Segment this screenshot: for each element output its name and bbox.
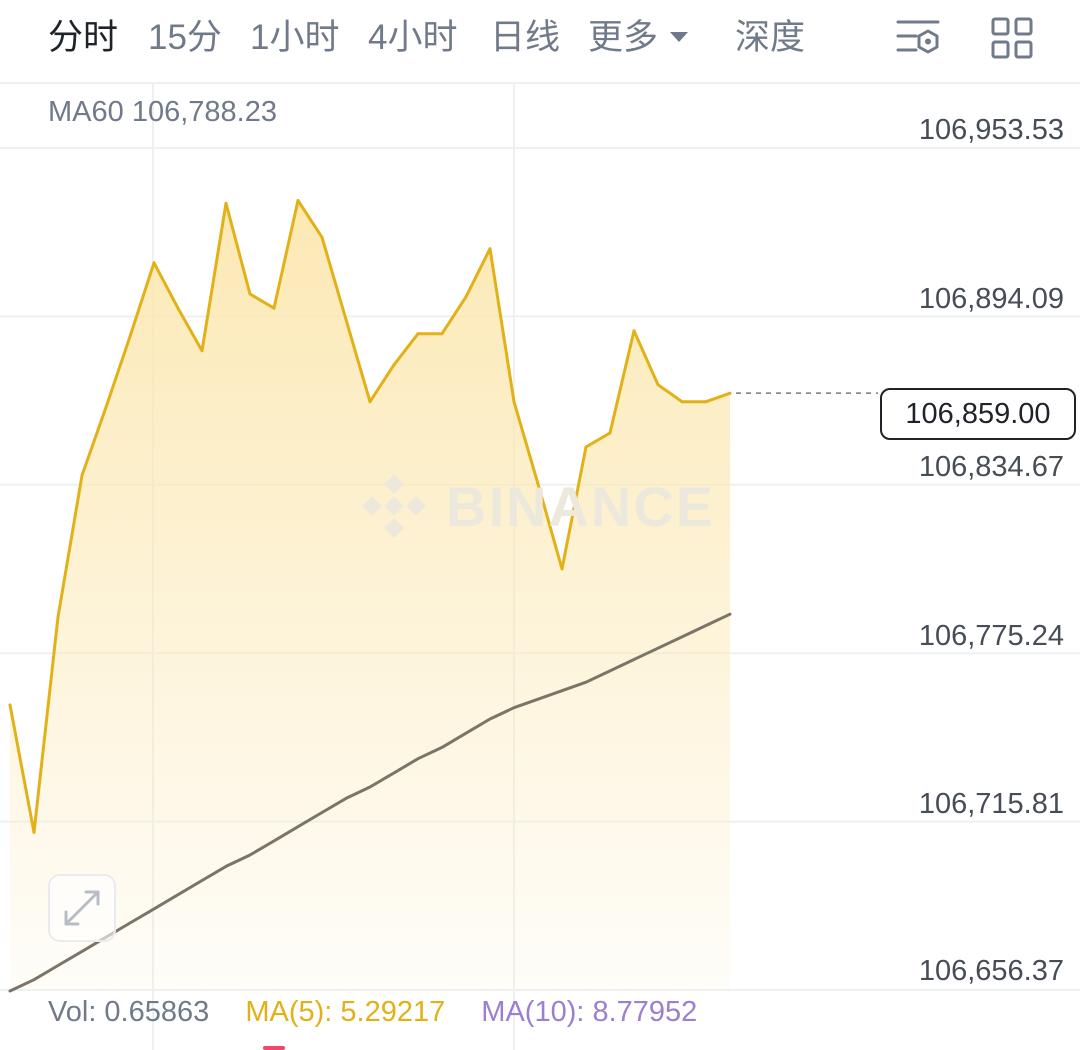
volume-readout: Vol: 0.65863 — [48, 996, 210, 1028]
price-point — [536, 482, 540, 486]
price-point — [32, 830, 36, 834]
price-point — [272, 306, 276, 310]
price-points — [8, 199, 732, 834]
price-point — [464, 295, 468, 299]
tab-15m[interactable]: 15分 — [148, 18, 222, 57]
price-point — [680, 400, 684, 404]
y-axis-label: 106,656.37 — [918, 955, 1064, 987]
tab-daily[interactable]: 日线 — [490, 18, 561, 57]
price-point — [224, 201, 228, 205]
timeframe-tabs: 分时 15分 1小时 4小时 日线 更多 深度 — [0, 0, 1080, 80]
price-point — [8, 703, 12, 707]
fullscreen-button[interactable] — [48, 874, 116, 942]
price-point — [248, 292, 252, 296]
price-point — [368, 400, 372, 404]
header-divider — [0, 82, 1080, 84]
volume-ma10-readout: MA(10): 8.77952 — [481, 996, 698, 1028]
volume-ma5-readout: MA(5): 5.29217 — [245, 996, 446, 1028]
tab-depth[interactable]: 深度 — [735, 18, 806, 57]
ma60-line — [8, 612, 732, 993]
indicator-selection-underline — [263, 1046, 285, 1050]
price-point — [440, 332, 444, 336]
y-axis-label: 106,715.81 — [918, 788, 1064, 820]
tab-more-label: 更多 — [588, 18, 659, 57]
y-axis-label: 106,834.67 — [918, 451, 1064, 483]
y-axis-label: 106,775.24 — [918, 620, 1064, 652]
price-point — [104, 405, 108, 409]
price-area-fill — [10, 200, 730, 990]
layout-grid-icon[interactable] — [988, 14, 1036, 62]
price-point — [56, 615, 60, 619]
price-point — [392, 363, 396, 367]
price-point — [152, 261, 156, 265]
price-point — [488, 247, 492, 251]
price-point — [176, 306, 180, 310]
binance-logo-icon — [362, 474, 426, 538]
price-point — [632, 329, 636, 333]
tab-time-share[interactable]: 分时 — [48, 18, 119, 57]
y-axis-label: 106,953.53 — [918, 114, 1064, 146]
price-point — [128, 335, 132, 338]
volume-indicator-bar: Vol: 0.65863 MA(5): 5.29217 MA(10): 8.77… — [48, 996, 725, 1029]
y-axis-label: 106,894.09 — [918, 283, 1064, 315]
price-point — [344, 318, 348, 321]
indicator-settings-icon[interactable] — [894, 14, 942, 62]
price-point — [80, 473, 84, 477]
tab-4h[interactable]: 4小时 — [368, 18, 458, 57]
expand-icon — [64, 890, 100, 926]
price-point — [704, 400, 708, 404]
price-point — [416, 332, 420, 336]
price-point — [320, 235, 324, 239]
price-point — [608, 431, 612, 435]
price-point — [584, 445, 588, 449]
tab-1h[interactable]: 1小时 — [250, 18, 340, 57]
current-price-tag: 106,859.00 — [880, 388, 1076, 440]
price-point — [656, 383, 660, 387]
binance-watermark: BINANCE — [358, 470, 715, 542]
binance-watermark-text: BINANCE — [446, 474, 716, 538]
chevron-down-icon — [670, 31, 689, 42]
tab-more-dropdown[interactable]: 更多 — [588, 18, 689, 58]
price-point — [512, 400, 516, 404]
price-point — [200, 349, 204, 353]
price-point — [296, 199, 300, 202]
price-point — [560, 567, 564, 571]
ma60-readout: MA60 106,788.23 — [48, 96, 277, 128]
price-point — [728, 391, 732, 395]
